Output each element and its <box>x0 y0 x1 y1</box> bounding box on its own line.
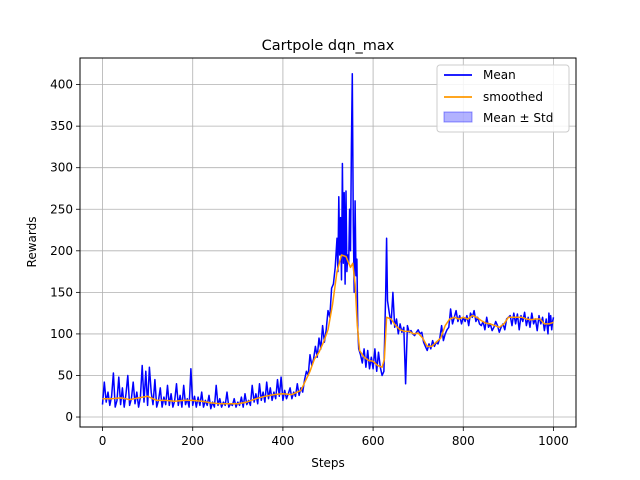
y-tick-label: 200 <box>50 244 73 258</box>
plot-area <box>101 73 555 410</box>
smoothed-series-line <box>102 254 554 405</box>
y-tick-label: 300 <box>50 161 73 175</box>
x-axis-label: Steps <box>311 456 345 470</box>
x-tick-label: 800 <box>452 434 475 448</box>
legend-mean-label: Mean <box>483 68 516 82</box>
y-tick-label: 100 <box>50 327 73 341</box>
legend-smoothed-label: smoothed <box>483 90 543 104</box>
y-tick-label: 150 <box>50 285 73 299</box>
x-tick-label: 0 <box>99 434 107 448</box>
y-tick-label: 350 <box>50 119 73 133</box>
legend-band-swatch <box>443 111 473 123</box>
legend-box <box>436 64 570 133</box>
y-tick-label: 0 <box>65 410 73 424</box>
grid <box>80 58 576 427</box>
legend: Mean smoothed Mean ± Std <box>436 64 570 133</box>
x-tick-label: 600 <box>362 434 385 448</box>
legend-band-label: Mean ± Std <box>483 111 553 125</box>
y-tick-label: 50 <box>58 368 73 382</box>
x-tick-label: 200 <box>181 434 204 448</box>
ticks: 0 200 400 600 800 1000 0 50 100 150 200 250 300 350 40… <box>50 78 569 448</box>
y-tick-label: 400 <box>50 78 73 92</box>
y-axis-label: Rewards <box>25 217 39 268</box>
x-tick-label: 1000 <box>538 434 569 448</box>
x-tick-label: 400 <box>271 434 294 448</box>
axes-frame <box>79 57 577 428</box>
y-tick-label: 250 <box>50 202 73 216</box>
chart-title: Cartpole dqn_max <box>262 38 395 54</box>
